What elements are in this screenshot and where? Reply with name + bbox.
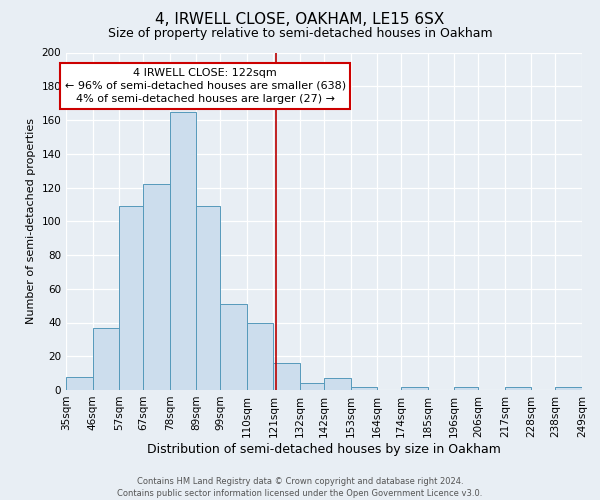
- Bar: [505, 386, 532, 390]
- Bar: [300, 383, 324, 390]
- Bar: [220, 304, 247, 390]
- Bar: [401, 386, 428, 390]
- Text: 4, IRWELL CLOSE, OAKHAM, LE15 6SX: 4, IRWELL CLOSE, OAKHAM, LE15 6SX: [155, 12, 445, 28]
- Bar: [247, 322, 274, 390]
- Bar: [350, 386, 377, 390]
- Bar: [556, 386, 582, 390]
- Bar: [274, 363, 300, 390]
- Text: Contains HM Land Registry data © Crown copyright and database right 2024.
Contai: Contains HM Land Registry data © Crown c…: [118, 476, 482, 498]
- Y-axis label: Number of semi-detached properties: Number of semi-detached properties: [26, 118, 36, 324]
- Bar: [454, 386, 478, 390]
- Text: Size of property relative to semi-detached houses in Oakham: Size of property relative to semi-detach…: [107, 28, 493, 40]
- Bar: [324, 378, 350, 390]
- Bar: [92, 328, 119, 390]
- Bar: [196, 206, 220, 390]
- Bar: [143, 184, 170, 390]
- X-axis label: Distribution of semi-detached houses by size in Oakham: Distribution of semi-detached houses by …: [147, 442, 501, 456]
- Bar: [119, 206, 143, 390]
- Bar: [170, 112, 196, 390]
- Bar: [66, 376, 92, 390]
- Text: 4 IRWELL CLOSE: 122sqm
← 96% of semi-detached houses are smaller (638)
4% of sem: 4 IRWELL CLOSE: 122sqm ← 96% of semi-det…: [65, 68, 346, 104]
